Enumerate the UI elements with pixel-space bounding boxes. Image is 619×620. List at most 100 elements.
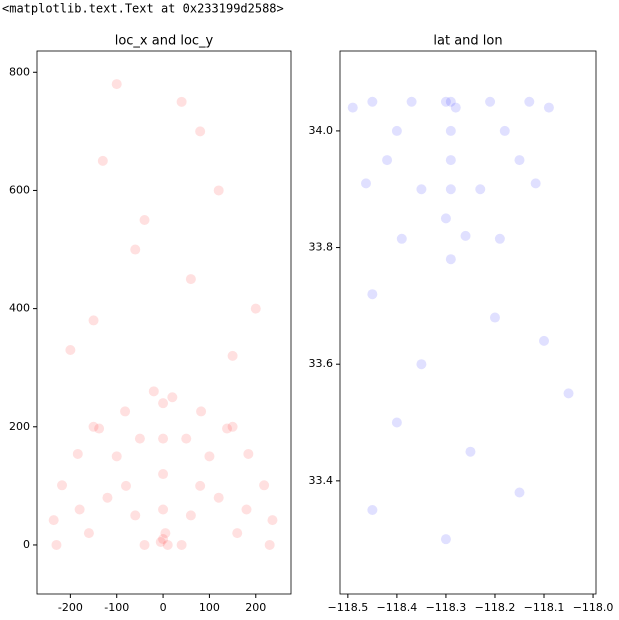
- axes-frame: [36, 50, 292, 595]
- point: [563, 388, 574, 399]
- y-tick-label: 600: [9, 183, 30, 196]
- point: [232, 528, 243, 539]
- point: [139, 214, 150, 225]
- point: [102, 492, 113, 503]
- point: [264, 539, 275, 550]
- point: [241, 504, 252, 515]
- output-text: <matplotlib.text.Text at 0x233199d2588>: [2, 2, 284, 16]
- y-tick-label: 200: [9, 420, 30, 433]
- chart-title: lat and lon: [433, 34, 502, 49]
- point: [465, 446, 476, 457]
- point: [367, 505, 378, 516]
- x-tick-label: 0: [160, 601, 167, 614]
- point: [148, 386, 159, 397]
- point: [51, 539, 62, 550]
- point: [213, 492, 224, 503]
- point: [48, 515, 59, 526]
- point: [475, 184, 486, 195]
- y-tick-label: 33.4: [309, 474, 334, 487]
- point: [267, 515, 278, 526]
- x-tick-label: -100: [104, 601, 129, 614]
- point: [416, 359, 427, 370]
- y-tick-label: 33.8: [309, 241, 334, 254]
- point: [250, 303, 261, 314]
- point: [130, 510, 141, 521]
- point: [367, 289, 378, 300]
- point: [489, 312, 500, 323]
- y-tick-label: 33.6: [309, 357, 334, 370]
- point: [259, 480, 270, 491]
- point: [88, 315, 99, 326]
- point: [94, 423, 105, 434]
- point: [445, 96, 456, 107]
- point: [57, 480, 68, 491]
- x-tick-label: 100: [199, 601, 220, 614]
- y-tick-label: 0: [23, 538, 30, 551]
- point: [460, 230, 471, 241]
- x-tick-label: −118.0: [573, 601, 614, 614]
- point: [195, 480, 206, 491]
- x-tick-label: 200: [245, 601, 266, 614]
- point: [160, 528, 171, 539]
- point: [111, 79, 122, 90]
- point: [543, 102, 554, 113]
- point: [162, 539, 173, 550]
- point: [450, 102, 461, 113]
- x-tick-label: −118.1: [524, 601, 565, 614]
- point: [181, 433, 192, 444]
- point: [367, 96, 378, 107]
- x-tick-label: −118.2: [475, 601, 516, 614]
- point: [227, 350, 238, 361]
- point: [391, 125, 402, 136]
- point: [195, 126, 206, 137]
- point: [406, 96, 417, 107]
- point: [382, 155, 393, 166]
- point: [440, 534, 451, 545]
- point: [243, 448, 254, 459]
- y-tick-label: 800: [9, 65, 30, 78]
- y-tick-label: 34.0: [309, 124, 334, 137]
- point: [134, 433, 145, 444]
- x-tick-label: −118.5: [327, 601, 368, 614]
- point: [158, 398, 169, 409]
- point: [65, 344, 76, 355]
- point: [111, 451, 122, 462]
- point: [83, 528, 94, 539]
- point: [539, 335, 550, 346]
- point: [347, 102, 358, 113]
- point: [396, 233, 407, 244]
- point: [196, 406, 207, 417]
- point: [514, 155, 525, 166]
- point: [445, 155, 456, 166]
- point: [445, 254, 456, 265]
- point: [185, 274, 196, 285]
- point: [176, 96, 187, 107]
- point: [204, 451, 215, 462]
- point: [155, 537, 166, 548]
- axes-frame: [339, 50, 597, 595]
- point: [72, 448, 83, 459]
- point: [185, 510, 196, 521]
- point: [360, 178, 371, 189]
- point: [440, 96, 451, 107]
- x-tick-label: -200: [58, 601, 83, 614]
- point: [499, 125, 510, 136]
- point: [445, 184, 456, 195]
- point: [120, 406, 131, 417]
- point: [514, 487, 525, 498]
- point: [222, 423, 233, 434]
- point: [139, 539, 150, 550]
- point: [120, 480, 131, 491]
- point: [445, 125, 456, 136]
- chart-title: loc_x and loc_y: [115, 34, 214, 49]
- point: [158, 469, 169, 480]
- point: [530, 178, 541, 189]
- point: [213, 185, 224, 196]
- point: [130, 244, 141, 255]
- point: [176, 539, 187, 550]
- point: [97, 155, 108, 166]
- point: [494, 233, 505, 244]
- point: [227, 421, 238, 432]
- point: [158, 504, 169, 515]
